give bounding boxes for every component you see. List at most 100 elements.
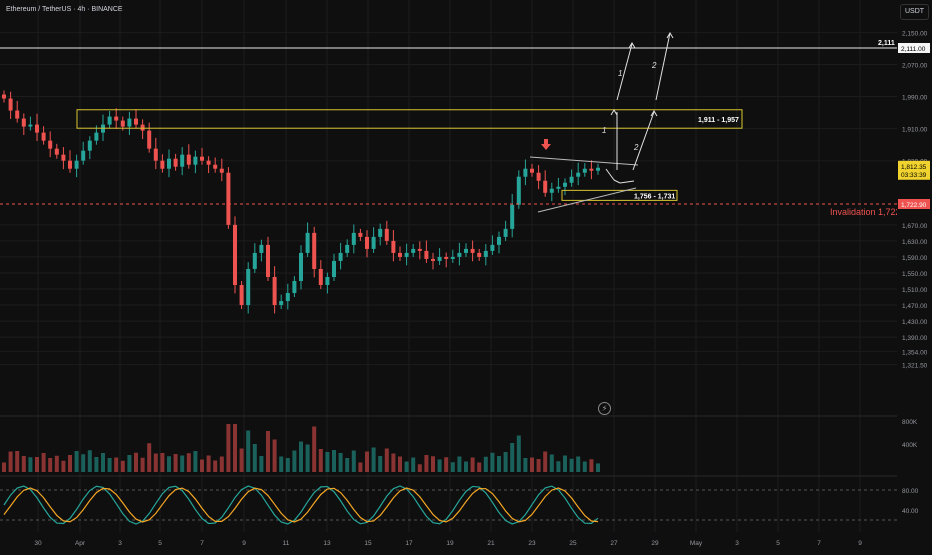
lightning-icon[interactable]: ⚡ bbox=[598, 402, 611, 415]
volume-bar bbox=[140, 457, 145, 472]
volume-bar bbox=[457, 456, 462, 472]
candle-body bbox=[186, 154, 191, 165]
symbol-title[interactable]: Ethereum / TetherUS · 4h · BINANCE bbox=[6, 6, 123, 13]
candle-body bbox=[450, 256, 455, 259]
volume-bar bbox=[569, 458, 574, 472]
path-arrow bbox=[619, 180, 635, 184]
candle-body bbox=[173, 158, 178, 167]
arrowhead-icon bbox=[666, 32, 674, 39]
upper-zone-box bbox=[76, 109, 743, 129]
volume-bar bbox=[338, 453, 343, 472]
resistance-label: 2,111 bbox=[878, 40, 895, 47]
candle-body bbox=[596, 167, 600, 171]
x-tick-label: 7 bbox=[817, 540, 821, 547]
drawings: 2,111 1,911 - 1,957 1,756 - 1,731 Invalidat… bbox=[0, 32, 901, 217]
candle-body bbox=[384, 228, 389, 241]
volume-bar bbox=[411, 457, 416, 472]
volume-bar bbox=[589, 459, 594, 472]
candle-body bbox=[503, 228, 508, 237]
candle-body bbox=[345, 244, 350, 253]
x-tick-label: 5 bbox=[776, 540, 780, 547]
volume-bar bbox=[48, 458, 53, 472]
volume-bar bbox=[398, 456, 402, 472]
volume-bar bbox=[259, 456, 264, 472]
volume-bar bbox=[266, 431, 270, 472]
candle-body bbox=[8, 98, 13, 111]
volume-bar bbox=[206, 455, 211, 472]
candle-body bbox=[424, 250, 429, 259]
stoch-axis-label: 80.00 bbox=[902, 488, 919, 495]
x-tick-label: 15 bbox=[364, 540, 372, 547]
volume-bar bbox=[107, 458, 112, 472]
grid bbox=[0, 0, 932, 532]
candle-body bbox=[206, 160, 211, 165]
candle-body bbox=[147, 130, 152, 149]
volume-bar bbox=[134, 452, 138, 472]
candle-body bbox=[556, 186, 561, 189]
stoch-d-line bbox=[3, 487, 599, 523]
candle-body bbox=[48, 140, 53, 149]
candle-body bbox=[470, 248, 475, 253]
y-tick-label: 2,070.00 bbox=[902, 62, 928, 69]
x-tick-label: 3 bbox=[118, 540, 122, 547]
candle-body bbox=[41, 132, 46, 141]
candle-body bbox=[259, 244, 264, 253]
volume-bar bbox=[490, 452, 495, 472]
volume-bar bbox=[318, 449, 323, 472]
volume-bar bbox=[345, 458, 350, 472]
candle-body bbox=[15, 110, 20, 119]
candle-body bbox=[94, 132, 99, 141]
volume-bar bbox=[285, 458, 290, 472]
y-tick-label: 1,430.00 bbox=[902, 319, 928, 326]
volume-bar bbox=[61, 460, 66, 472]
volume-bar bbox=[470, 457, 475, 472]
x-tick-label: 27 bbox=[610, 540, 618, 547]
candle-body bbox=[180, 154, 185, 167]
candle-body bbox=[74, 160, 79, 169]
candle-body bbox=[549, 188, 554, 193]
currency-button[interactable]: USDT bbox=[900, 4, 929, 20]
candle-body bbox=[411, 248, 416, 253]
candle-body bbox=[120, 120, 125, 127]
resistance-price-tag-text: 2,111.00 bbox=[901, 46, 926, 53]
volume-bar bbox=[279, 456, 284, 472]
invalidation-price-tag-text: 1,722.90 bbox=[901, 202, 927, 209]
candle-body bbox=[272, 276, 277, 306]
y-tick-label: 1,590.00 bbox=[902, 255, 928, 262]
volume-bar bbox=[233, 424, 237, 472]
path-arrow bbox=[605, 168, 615, 181]
volume-bar bbox=[378, 456, 383, 472]
volume-bar bbox=[417, 464, 422, 472]
volume-bar bbox=[312, 426, 317, 472]
volume-bar bbox=[365, 451, 369, 472]
y-tick-label: 1,321.50 bbox=[902, 363, 928, 370]
candle-body bbox=[167, 158, 171, 169]
lower-zone-label: 1,756 - 1,731 bbox=[634, 193, 675, 200]
volume-bar bbox=[21, 456, 26, 472]
candle-body bbox=[477, 252, 482, 257]
volume-bar bbox=[358, 462, 363, 472]
volume-bar bbox=[87, 450, 92, 472]
candle-body bbox=[114, 116, 119, 121]
y-tick-label: 1,354.00 bbox=[902, 350, 928, 357]
candle-body bbox=[497, 236, 501, 245]
candle-body bbox=[490, 244, 495, 251]
volume-bar bbox=[596, 463, 600, 472]
candle-body bbox=[464, 248, 468, 253]
volume-bar bbox=[384, 448, 389, 472]
y-tick-label: 1,910.00 bbox=[902, 127, 928, 134]
volume-axis-label: 800K bbox=[902, 419, 918, 426]
candle-body bbox=[21, 118, 26, 127]
x-tick-label: 21 bbox=[487, 540, 495, 547]
triangle-lower-line bbox=[537, 187, 637, 213]
volume-bar bbox=[299, 441, 303, 472]
x-tick-label: 9 bbox=[242, 540, 246, 547]
candle-body bbox=[153, 148, 158, 161]
candle-body bbox=[510, 204, 515, 229]
arrowhead-icon bbox=[650, 110, 658, 117]
candle-body bbox=[226, 172, 231, 225]
candle-body bbox=[2, 94, 6, 99]
volume-bar bbox=[543, 451, 548, 472]
candle-body bbox=[35, 124, 39, 133]
volume-bar bbox=[437, 459, 442, 472]
